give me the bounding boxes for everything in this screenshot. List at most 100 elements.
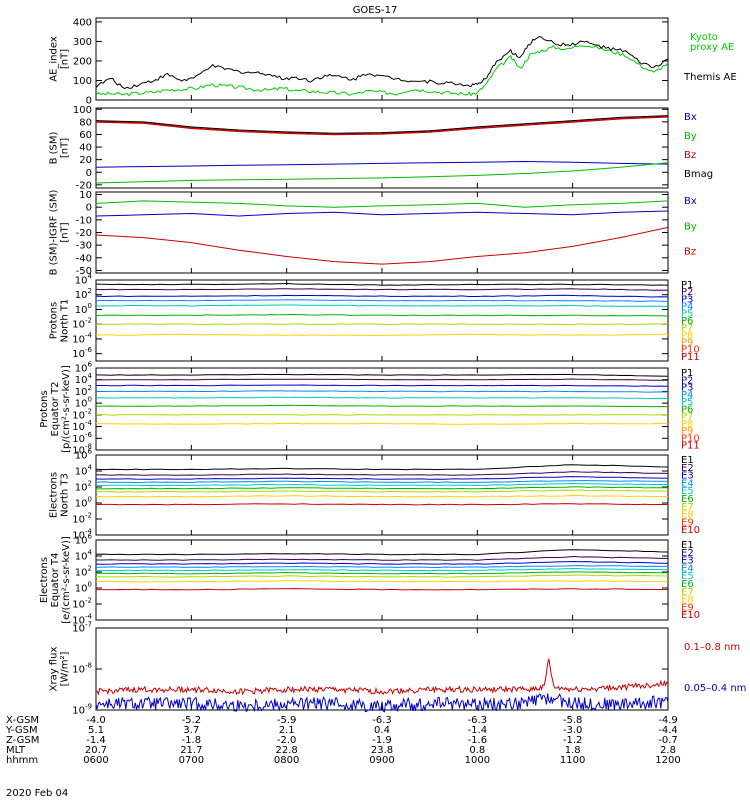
y-tick-exponent: 2: [88, 384, 92, 392]
orbit-value: -1.9: [372, 735, 392, 746]
legend-item: P2: [681, 375, 693, 386]
orbit-date: 2020 Feb 04: [6, 788, 69, 799]
y-tick-label: 100: [75, 496, 92, 510]
legend-item: Bmag: [684, 169, 713, 180]
y-tick-exponent: -4: [85, 613, 93, 621]
series-e_t4-e4: [95, 565, 668, 569]
legend-item: E8: [681, 510, 694, 521]
y-tick-label: -10: [76, 215, 92, 226]
y-tick-exponent: -2: [85, 317, 92, 325]
series-e_t3-e6: [96, 486, 669, 490]
series-p_t2-p5: [95, 396, 669, 400]
series-bigrf-by: [95, 200, 669, 208]
legend-item: Bz: [684, 247, 696, 258]
legend-item: P8: [681, 419, 693, 430]
legend-item: Themis AE: [683, 72, 737, 83]
series-e_t3-e4: [95, 480, 669, 484]
series-e_t3-e7: [95, 489, 669, 493]
y-tick-exponent: 2: [88, 480, 92, 488]
legend-item: 0.05–0.4 nm: [684, 683, 746, 694]
legend-item: E1: [681, 540, 694, 551]
orbit-value: 0800: [273, 755, 300, 766]
legend-item: Bx: [684, 196, 697, 207]
orbit-value: -5.9: [276, 715, 297, 726]
orbit-value: -0.7: [658, 735, 678, 746]
y-tick-exponent: 2: [88, 565, 92, 573]
orbit-value: 0900: [369, 755, 395, 766]
y-tick-exponent: 6: [88, 448, 93, 456]
y-tick-exponent: 0: [88, 581, 92, 589]
orbit-value: 1.8: [564, 745, 581, 756]
legend-item: P11: [681, 352, 700, 363]
series-e_t3-e1: [95, 464, 669, 471]
y-tick-label: 104: [75, 273, 93, 287]
legend-item: P8: [681, 330, 693, 341]
y-tick-exponent: -8: [85, 662, 92, 670]
series-e_t4-e7: [95, 574, 669, 578]
y-tick-label: -20: [76, 228, 92, 239]
orbit-value: 2.8: [660, 745, 676, 756]
legend-item: E9: [681, 517, 694, 528]
series-p_t2-p8: [95, 422, 669, 425]
series-xray-0-05-0-4-nm: [95, 693, 669, 713]
legend-item: P6: [681, 404, 693, 415]
y-tick-exponent: -4: [85, 419, 93, 427]
y-tick-label: -40: [76, 253, 92, 264]
y-tick-label: 10-8: [72, 662, 92, 676]
series-bsm-bx: [95, 160, 669, 168]
y-axis-label: Protons: [39, 390, 50, 427]
series-ae-themis-ae: [95, 35, 669, 90]
legend-item: P9: [681, 426, 693, 437]
legend-item: E3: [681, 471, 694, 482]
series-p_t1-p4: [95, 299, 669, 302]
y-tick-label: 0: [86, 203, 92, 214]
orbit-value: 0.8: [469, 745, 486, 756]
y-tick-label: 100: [73, 105, 92, 116]
y-axis-label: Equator T2: [50, 382, 61, 437]
y-tick-exponent: 2: [88, 287, 92, 295]
y-axis-label: [e/(cm²-s-sr-keV)]: [61, 536, 72, 624]
legend-item: E10: [681, 610, 700, 621]
y-tick-label: 106: [75, 448, 93, 462]
y-axis-label: Protons: [49, 302, 60, 339]
orbit-value: 1000: [464, 755, 491, 766]
y-axis-label: Equator T4: [50, 553, 61, 608]
series-e_t4-e5: [95, 567, 668, 572]
orbit-value: -1.2: [562, 735, 583, 746]
panel-frame: [95, 539, 669, 621]
y-axis-label: Electrons: [39, 557, 50, 603]
y-tick-label: 102: [75, 565, 92, 579]
y-axis-label: B (SM): [49, 131, 60, 164]
orbit-value: 20.7: [84, 745, 108, 756]
legend-item: P11: [681, 441, 700, 452]
orbit-value: 1100: [559, 755, 586, 766]
y-axis-label: [nT]: [60, 138, 71, 158]
y-tick-exponent: -8: [85, 443, 92, 451]
y-tick-exponent: -4: [85, 528, 93, 536]
y-tick-exponent: 4: [88, 273, 93, 281]
legend-item: P10: [681, 433, 700, 444]
orbit-value: 3.7: [183, 725, 200, 736]
panel-xray: 10-9 10-8 10-7 Xray flux [W/m²] 0.1–0.8 nm 0.0…: [49, 621, 747, 717]
y-tick-label: 104: [75, 549, 93, 563]
y-tick-exponent: -6: [85, 346, 93, 354]
legend-item: P1: [681, 280, 693, 291]
y-tick-label: -30: [76, 241, 92, 252]
series-p_t1-p5: [95, 304, 669, 307]
legend-item: E4: [681, 563, 694, 574]
y-tick-label: 10: [79, 190, 92, 201]
legend-item: P9: [681, 337, 693, 348]
legend-item: P3: [681, 383, 693, 394]
legend-item: P2: [681, 287, 693, 298]
y-tick-exponent: -2: [85, 407, 92, 415]
legend-item: P6: [681, 316, 693, 327]
series-e_t3-e2: [95, 471, 669, 476]
y-tick-label: 60: [79, 130, 92, 141]
series-p_t1-p1: [95, 282, 669, 286]
legend-item: P1: [681, 368, 693, 379]
legend-item: E7: [681, 587, 694, 598]
series-ae-kyoto-proxy-ae: [95, 45, 669, 97]
y-axis-label: Xray flux: [49, 647, 60, 692]
